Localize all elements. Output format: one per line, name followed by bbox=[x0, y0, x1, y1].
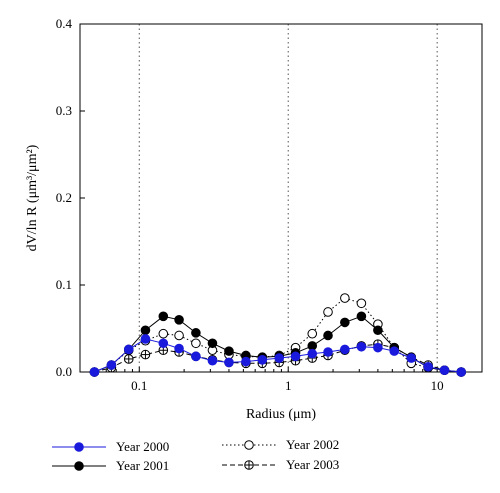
series-1-point-14 bbox=[323, 330, 333, 341]
y-tick-label-0: 0.0 bbox=[56, 364, 72, 379]
series-0-point-16 bbox=[356, 341, 367, 352]
series-0-point-2 bbox=[123, 344, 134, 355]
y-tick-label-2: 0.2 bbox=[56, 190, 72, 205]
series-0-point-21 bbox=[439, 365, 450, 376]
series-0-point-14 bbox=[323, 347, 333, 357]
series-1-point-5 bbox=[174, 315, 184, 325]
legend-label-3: Year 2003 bbox=[286, 457, 339, 472]
series-1-point-7 bbox=[207, 338, 218, 349]
series-0-point-3 bbox=[140, 334, 151, 344]
y-tick-label-1: 0.1 bbox=[56, 277, 72, 292]
series-0-point-6 bbox=[191, 351, 201, 362]
series-1-point-4 bbox=[158, 311, 169, 322]
series-0-point-20 bbox=[423, 361, 433, 372]
gridlines bbox=[138, 24, 438, 372]
series-0-point-15 bbox=[340, 344, 350, 355]
series-0-point-13 bbox=[307, 348, 318, 359]
series-2-point-6 bbox=[191, 338, 201, 349]
series-0-point-17 bbox=[373, 342, 383, 353]
x-tick-label-0: 0.1 bbox=[131, 378, 147, 393]
x-tick-label-2: 10 bbox=[431, 378, 444, 393]
y-tick-label-4: 0.4 bbox=[56, 16, 73, 31]
x-tick-label-1: 1 bbox=[285, 378, 292, 393]
legend-label-1: Year 2001 bbox=[116, 458, 169, 473]
legend-marker-1 bbox=[74, 461, 84, 471]
series-0-point-19 bbox=[406, 353, 417, 363]
legend: Year 2000 Year 2001 Year 2002 Year 2003 bbox=[52, 437, 339, 473]
legend-item-1: Year 2001 bbox=[52, 458, 169, 473]
x-axis-label: Radius (μm) bbox=[246, 407, 316, 422]
series-2-point-5 bbox=[174, 330, 184, 341]
series-0-point-18 bbox=[389, 346, 400, 356]
series-1-point-13 bbox=[307, 341, 318, 351]
y-axis-label: dV/ln R (μm³/μm²) bbox=[25, 144, 40, 251]
series-1-point-3 bbox=[140, 325, 151, 336]
series-0-point-10 bbox=[257, 355, 268, 365]
series-0-point-9 bbox=[241, 356, 251, 367]
series-1-point-16 bbox=[356, 311, 367, 322]
series-1-point-6 bbox=[191, 328, 201, 338]
legend-marker-2 bbox=[244, 440, 254, 450]
series-3-point-3 bbox=[140, 349, 151, 360]
series-2-point-14 bbox=[323, 307, 333, 317]
axes: 0.1 1 10 0.0 0.1 0.2 0.3 0.4 bbox=[56, 16, 444, 393]
series-3-point-2 bbox=[123, 354, 134, 364]
legend-label-0: Year 2000 bbox=[116, 439, 169, 454]
series-1-point-8 bbox=[224, 346, 234, 356]
series-2-point-15 bbox=[340, 293, 350, 303]
legend-item-2: Year 2002 bbox=[222, 437, 339, 452]
series-0-point-4 bbox=[158, 338, 169, 349]
series-2-point-4 bbox=[158, 328, 169, 339]
series-1-point-17 bbox=[373, 325, 383, 336]
series bbox=[89, 293, 466, 377]
series-2-line bbox=[94, 297, 462, 373]
series-2-point-16 bbox=[356, 298, 367, 309]
series-0-point-1 bbox=[106, 360, 117, 370]
series-0 bbox=[89, 334, 466, 377]
series-0-point-0 bbox=[89, 367, 100, 377]
series-0-point-22 bbox=[456, 367, 466, 377]
legend-marker-3 bbox=[244, 460, 254, 470]
series-0-point-12 bbox=[290, 351, 301, 362]
y-tick-label-3: 0.3 bbox=[56, 103, 72, 118]
series-2-point-13 bbox=[307, 328, 318, 339]
series-0-point-11 bbox=[274, 353, 285, 363]
series-0-point-5 bbox=[174, 343, 184, 354]
legend-item-0: Year 2000 bbox=[52, 439, 169, 454]
plot-frame bbox=[79, 23, 483, 373]
legend-label-2: Year 2002 bbox=[286, 437, 339, 452]
legend-marker-0 bbox=[74, 442, 84, 452]
legend-item-3: Year 2003 bbox=[222, 457, 339, 472]
series-0-point-8 bbox=[224, 357, 234, 368]
series-0-point-7 bbox=[207, 355, 218, 366]
series-1-point-15 bbox=[340, 317, 350, 328]
